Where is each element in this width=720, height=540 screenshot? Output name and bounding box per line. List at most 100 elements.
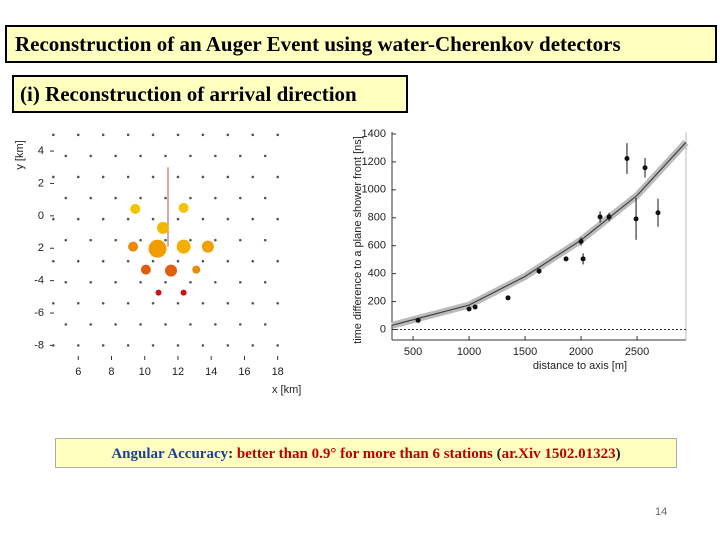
point [114, 323, 117, 326]
point [101, 175, 105, 179]
y-tick-label: 2 [38, 242, 44, 254]
point [276, 259, 279, 263]
point [563, 256, 569, 262]
point [164, 196, 167, 200]
footnote-part: better than 0.9° for more than 6 station… [236, 446, 493, 462]
point [52, 259, 55, 263]
point [139, 323, 142, 326]
point [114, 154, 117, 158]
point [140, 264, 151, 275]
point [151, 259, 155, 263]
point [176, 217, 180, 221]
y-tick-label: 1000 [362, 184, 386, 196]
point [52, 302, 55, 305]
point [226, 259, 230, 263]
point [214, 154, 217, 158]
point [226, 302, 230, 305]
y-tick-label: 4 [38, 145, 44, 157]
y-tick-label: 1400 [362, 128, 386, 140]
point [101, 217, 105, 221]
point [139, 154, 142, 158]
y-tick-label: 800 [368, 212, 386, 224]
point [251, 259, 255, 263]
point [114, 238, 117, 242]
point [263, 196, 267, 200]
point [52, 217, 55, 221]
point [89, 280, 93, 284]
point [238, 238, 242, 242]
point [89, 196, 93, 200]
x-tick-label: 8 [108, 366, 114, 378]
point [76, 175, 80, 179]
point [536, 268, 542, 274]
x-tick-label: 14 [205, 366, 217, 378]
y-tick-label: 400 [368, 268, 386, 280]
y-tick-label: 0 [380, 323, 386, 335]
y-tick-label: 600 [368, 240, 386, 252]
point [263, 238, 267, 242]
x-tick-label: 500 [404, 346, 422, 358]
point [101, 302, 105, 305]
point [201, 175, 205, 179]
point [176, 239, 191, 254]
point [251, 133, 255, 137]
point [633, 216, 639, 222]
y-tick-label: -8 [34, 339, 44, 351]
point [624, 156, 630, 162]
point [251, 217, 255, 221]
point [76, 344, 80, 347]
point [64, 280, 68, 284]
point [238, 154, 242, 158]
point [226, 344, 230, 347]
point [214, 196, 217, 200]
point [189, 154, 192, 158]
slide-title: Reconstruction of an Auger Event using w… [5, 25, 717, 63]
x-tick-label: 1000 [457, 346, 481, 358]
point [164, 264, 177, 277]
point [114, 280, 117, 284]
point [276, 133, 279, 137]
point [189, 323, 192, 326]
point [139, 196, 142, 200]
point [52, 344, 55, 347]
point [64, 323, 68, 326]
point [263, 154, 267, 158]
point [101, 344, 105, 347]
point [151, 344, 155, 347]
point [89, 323, 93, 326]
y-axis-label: y [km] [14, 140, 26, 169]
point [251, 302, 255, 305]
footnote-part: ) [615, 446, 621, 462]
point [126, 259, 130, 263]
point [76, 259, 80, 263]
point [226, 217, 230, 221]
point [580, 256, 586, 262]
page-number: 14 [655, 506, 668, 518]
point [226, 133, 230, 137]
point [189, 196, 192, 200]
footnote: Angular Accuracy: better than 0.9° for m… [55, 438, 677, 468]
point [126, 133, 130, 137]
point [52, 175, 55, 179]
point [155, 289, 162, 296]
point [64, 238, 68, 242]
point [201, 259, 205, 263]
point [642, 165, 648, 171]
point [178, 202, 189, 213]
point [189, 238, 192, 242]
point [157, 221, 170, 234]
footnote-part: Angular Accuracy [111, 446, 229, 462]
point [101, 259, 105, 263]
point [148, 239, 167, 258]
point [126, 344, 130, 347]
point [226, 175, 230, 179]
point [606, 214, 612, 220]
point [151, 175, 155, 179]
point [276, 217, 279, 221]
x-axis-label: x [km] [272, 384, 301, 396]
point [192, 265, 201, 274]
point [76, 302, 80, 305]
point [176, 302, 180, 305]
point [101, 133, 105, 137]
